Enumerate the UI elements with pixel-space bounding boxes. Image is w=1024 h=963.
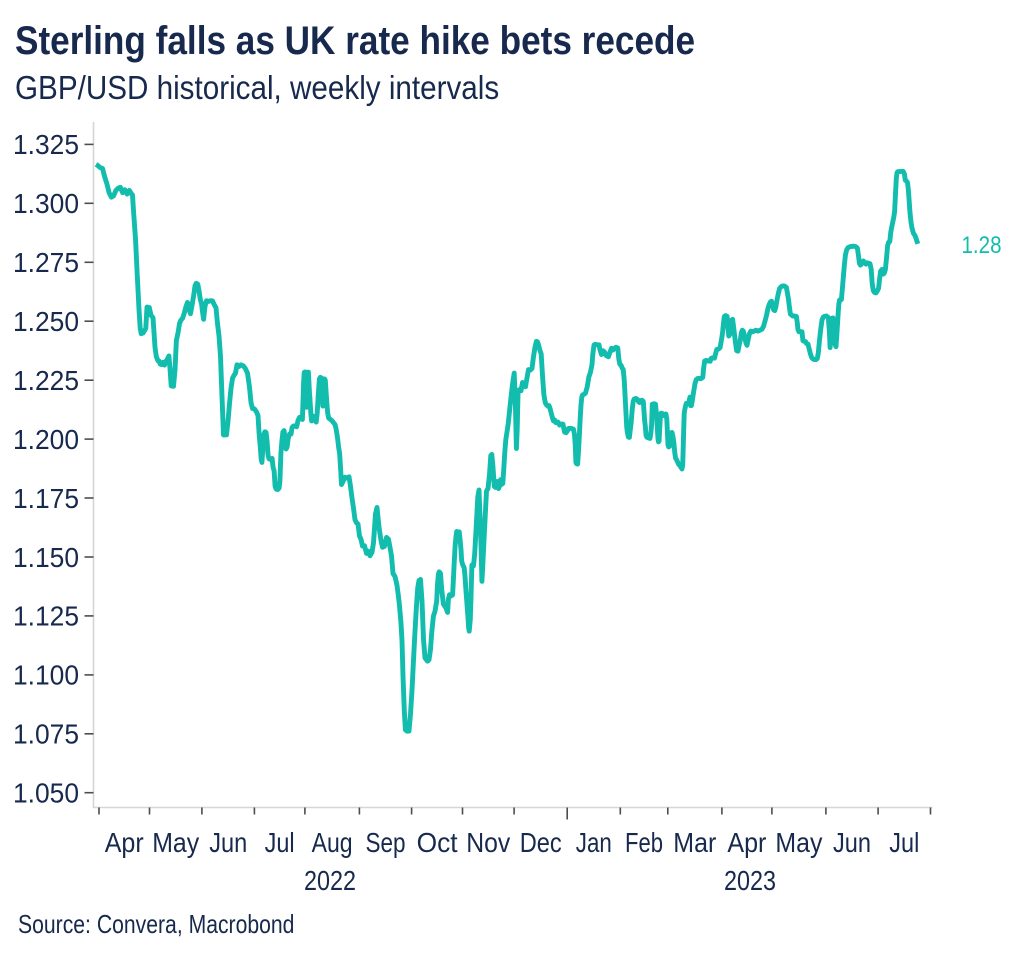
svg-text:1.300: 1.300 <box>13 188 79 219</box>
svg-text:Jan: Jan <box>576 827 612 858</box>
svg-text:1.125: 1.125 <box>13 601 79 632</box>
svg-text:May: May <box>775 827 822 858</box>
svg-text:Sep: Sep <box>366 827 406 858</box>
svg-text:Apr: Apr <box>105 827 144 858</box>
svg-text:Jun: Jun <box>209 827 247 858</box>
svg-text:Jul: Jul <box>889 827 919 858</box>
svg-text:Feb: Feb <box>625 827 663 858</box>
svg-text:1.050: 1.050 <box>13 778 79 809</box>
svg-text:2023: 2023 <box>724 865 776 896</box>
svg-text:Jun: Jun <box>833 827 871 858</box>
svg-text:1.225: 1.225 <box>13 365 79 396</box>
svg-text:Jul: Jul <box>265 827 295 858</box>
svg-text:1.100: 1.100 <box>13 660 79 691</box>
svg-text:1.150: 1.150 <box>13 542 79 573</box>
svg-text:1.250: 1.250 <box>13 306 79 337</box>
svg-text:Apr: Apr <box>727 827 766 858</box>
svg-text:1.075: 1.075 <box>13 719 79 750</box>
svg-text:1.28: 1.28 <box>962 232 1002 259</box>
svg-text:1.325: 1.325 <box>13 129 79 160</box>
svg-text:1.275: 1.275 <box>13 247 79 278</box>
svg-text:Mar: Mar <box>673 827 716 858</box>
svg-text:Nov: Nov <box>466 827 510 858</box>
svg-text:1.175: 1.175 <box>13 483 79 514</box>
svg-text:Aug: Aug <box>312 827 353 858</box>
svg-text:Dec: Dec <box>520 827 562 858</box>
svg-text:1.200: 1.200 <box>13 424 79 455</box>
svg-text:May: May <box>152 827 199 858</box>
svg-text:Oct: Oct <box>417 827 458 858</box>
svg-text:2022: 2022 <box>304 865 356 896</box>
